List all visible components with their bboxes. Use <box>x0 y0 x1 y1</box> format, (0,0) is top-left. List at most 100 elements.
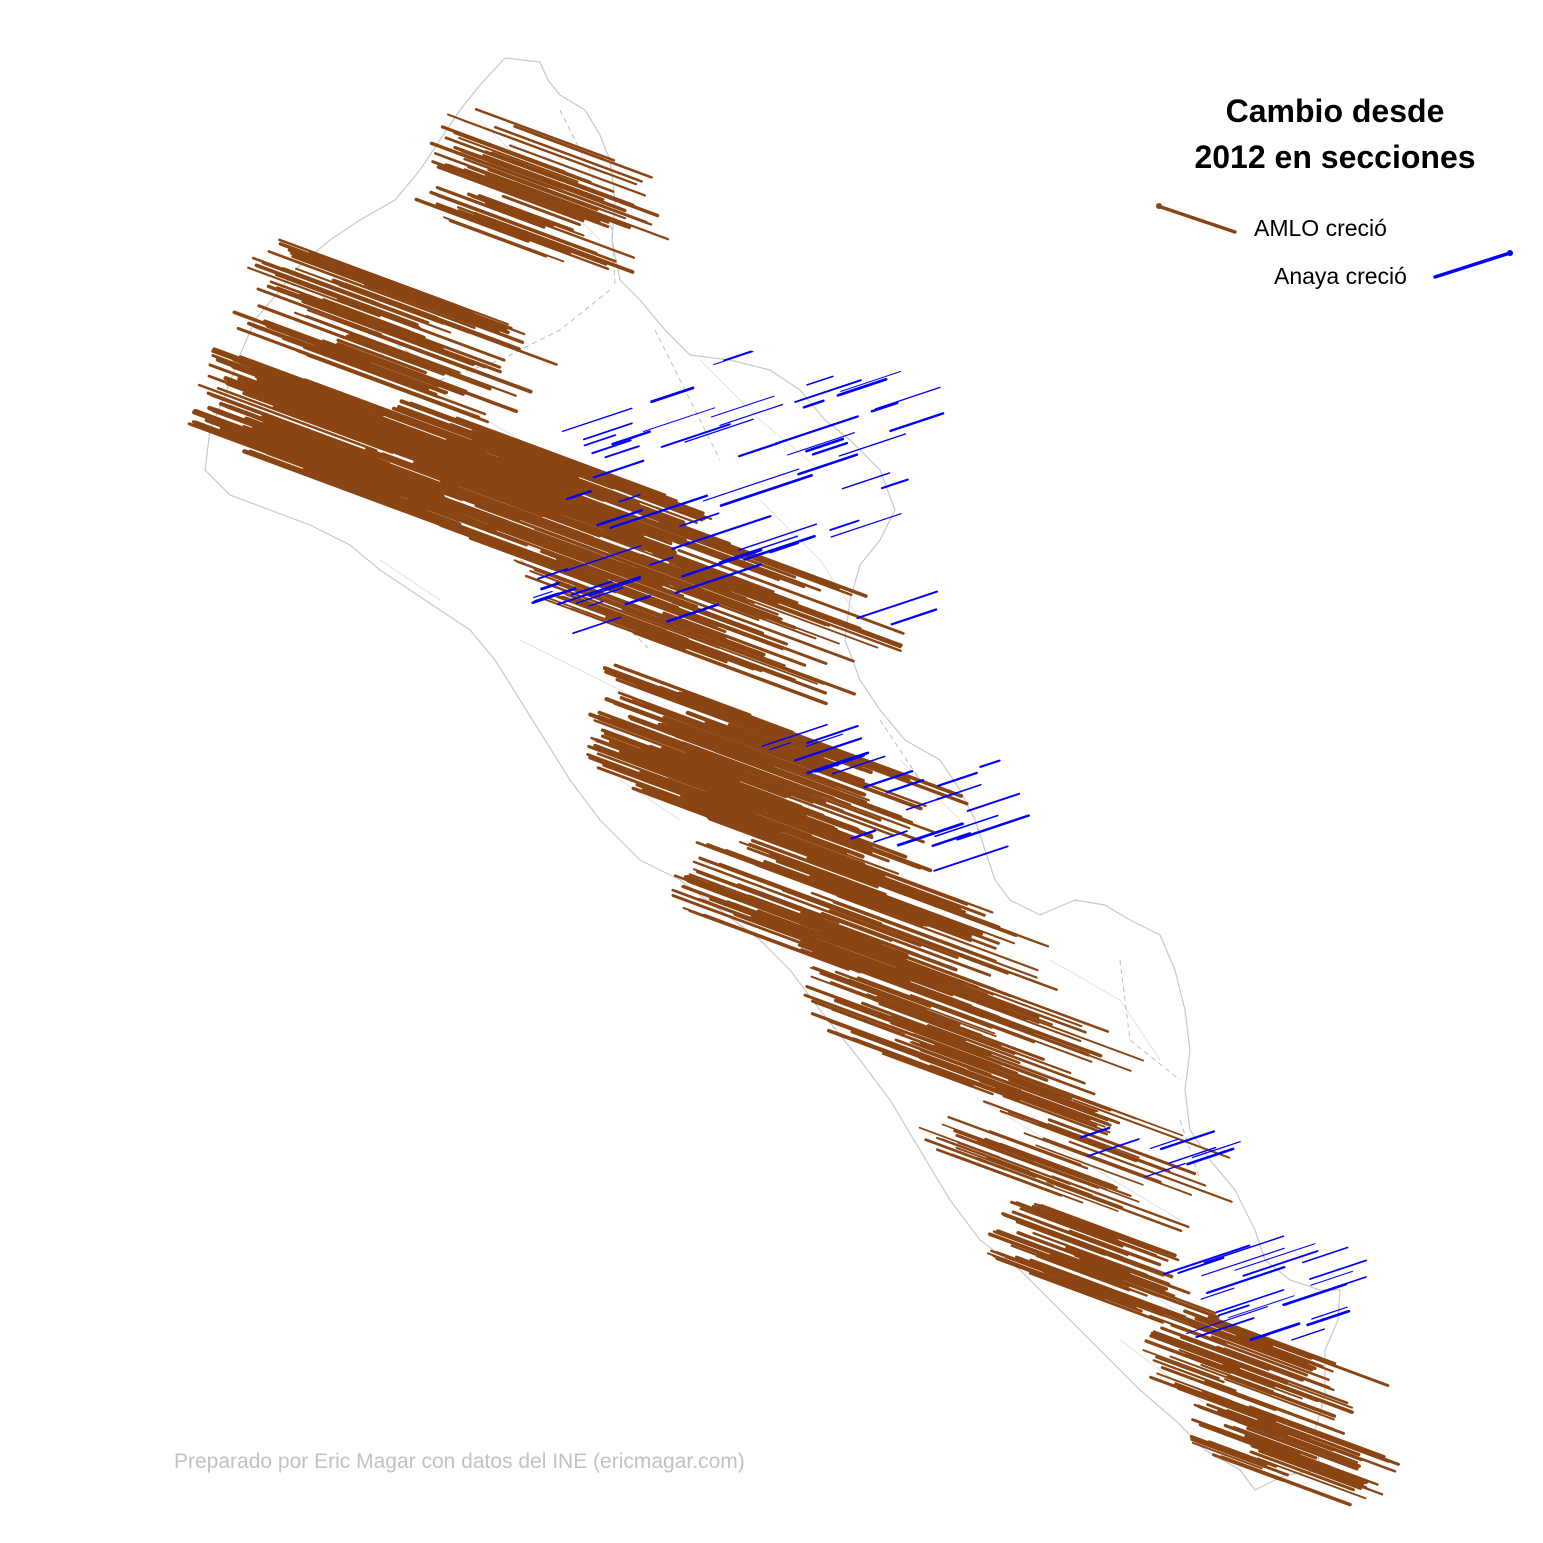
amlo-arrow <box>578 518 775 593</box>
anaya-arrow <box>540 582 560 591</box>
legend-amlo-label: AMLO creció <box>1254 215 1387 241</box>
amlo-arrow <box>429 141 550 189</box>
anaya-arrow <box>738 523 818 551</box>
amlo-arrow <box>383 433 508 481</box>
amlo-arrow <box>698 780 817 827</box>
amlo-arrow <box>1246 1426 1359 1471</box>
amlo-arrow <box>596 766 779 836</box>
amlo-arrow <box>955 1000 1103 1058</box>
anaya-arrow <box>931 832 972 848</box>
anaya-arrow <box>609 494 708 529</box>
amlo-arrow <box>639 770 757 816</box>
amlo-arrow <box>1198 1423 1285 1457</box>
amlo-arrow <box>676 776 922 870</box>
anaya-arrow <box>1234 1243 1316 1271</box>
amlo-arrow <box>890 1025 1019 1075</box>
amlo-arrow <box>336 342 468 394</box>
amlo-arrow <box>706 815 894 888</box>
anaya-arrow <box>805 733 844 747</box>
amlo-arrow <box>685 874 908 960</box>
amlo-arrow <box>265 451 462 526</box>
amlo-arrow <box>438 422 609 488</box>
amlo-arrow <box>232 357 385 417</box>
anaya-arrow <box>1282 1276 1367 1306</box>
amlo-arrow <box>1170 1323 1309 1377</box>
amlo-arrow <box>470 152 621 210</box>
amlo-arrow <box>1191 1441 1263 1470</box>
amlo-arrow <box>193 420 341 478</box>
amlo-arrow <box>685 710 830 767</box>
anaya-arrow <box>863 769 914 789</box>
amlo-arrow <box>1191 1418 1280 1453</box>
anaya-arrow <box>806 725 859 744</box>
amlo-arrow <box>1246 1332 1390 1387</box>
amlo-arrow <box>999 1110 1138 1163</box>
anaya-arrow <box>805 437 845 453</box>
amlo-arrow <box>634 579 855 663</box>
anaya-arrow <box>564 545 642 572</box>
amlo-arrow <box>657 754 873 837</box>
amlo-arrow <box>882 958 1040 1020</box>
amlo-arrow <box>1180 1316 1260 1348</box>
amlo-arrow <box>447 164 601 223</box>
amlo-arrow <box>395 442 579 513</box>
legend-amlo-arrow <box>1156 204 1237 234</box>
legend-anaya-arrow <box>1433 251 1512 279</box>
amlo-arrow <box>662 715 812 774</box>
anaya-arrow <box>1186 1147 1235 1166</box>
amlo-arrow <box>287 248 394 290</box>
amlo-arrow <box>251 256 378 305</box>
amlo-arrow <box>435 185 546 229</box>
amlo-arrow <box>1047 1118 1197 1176</box>
amlo-arrow <box>501 194 582 227</box>
amlo-arrow <box>1249 1450 1356 1492</box>
anaya-arrow <box>1242 1250 1319 1277</box>
amlo-arrow <box>1068 1140 1233 1203</box>
anaya-arrow <box>856 590 939 620</box>
amlo-arrow <box>267 250 476 329</box>
amlo-arrow <box>1169 1355 1273 1396</box>
amlo-arrow <box>436 194 617 263</box>
amlo-arrow <box>1178 1349 1319 1403</box>
amlo-arrow <box>1228 1358 1349 1405</box>
amlo-arrow <box>834 866 1050 948</box>
amlo-arrow <box>1144 1339 1232 1374</box>
amlo-arrow <box>254 263 419 327</box>
amlo-arrow <box>992 1254 1114 1302</box>
amlo-arrow <box>1045 1253 1130 1288</box>
amlo-arrow <box>688 909 850 971</box>
amlo-arrow <box>1008 1078 1096 1113</box>
amlo-arrow <box>363 282 525 344</box>
amlo-arrow <box>361 474 496 526</box>
amlo-arrow <box>448 219 548 258</box>
amlo-arrow <box>260 438 453 512</box>
legend-title-line2: 2012 en secciones <box>1194 139 1476 175</box>
anaya-arrow <box>643 407 716 432</box>
amlo-arrow <box>890 1020 1049 1082</box>
anaya-arrow <box>794 379 862 403</box>
amlo-arrow <box>484 150 660 218</box>
credit-text: Preparado por Eric Magar con datos del I… <box>174 1450 745 1473</box>
amlo-arrow <box>1015 1220 1107 1256</box>
amlo-arrow <box>613 663 752 717</box>
amlo-arrow <box>257 304 445 376</box>
amlo-arrow <box>443 155 617 222</box>
amlo-arrow <box>1051 1175 1190 1229</box>
amlo-arrow <box>976 1157 1054 1188</box>
amlo-arrow <box>1227 1375 1337 1418</box>
amlo-arrow <box>746 846 901 906</box>
amlo-arrow <box>320 254 509 326</box>
anaya-arrow <box>583 434 617 447</box>
anaya-arrow <box>933 845 1009 872</box>
amlo-arrow <box>536 560 719 630</box>
amlo-arrow <box>832 901 1038 979</box>
amlo-arrow <box>828 909 959 960</box>
amlo-arrow <box>636 567 797 630</box>
amlo-arrow <box>1220 1455 1352 1507</box>
amlo-arrow <box>457 209 608 266</box>
amlo-arrow <box>474 108 616 162</box>
amlo-arrow <box>1016 1231 1131 1276</box>
anaya-arrow <box>830 513 902 538</box>
anaya-arrow <box>618 493 641 503</box>
amlo-arrow <box>1072 1099 1231 1159</box>
